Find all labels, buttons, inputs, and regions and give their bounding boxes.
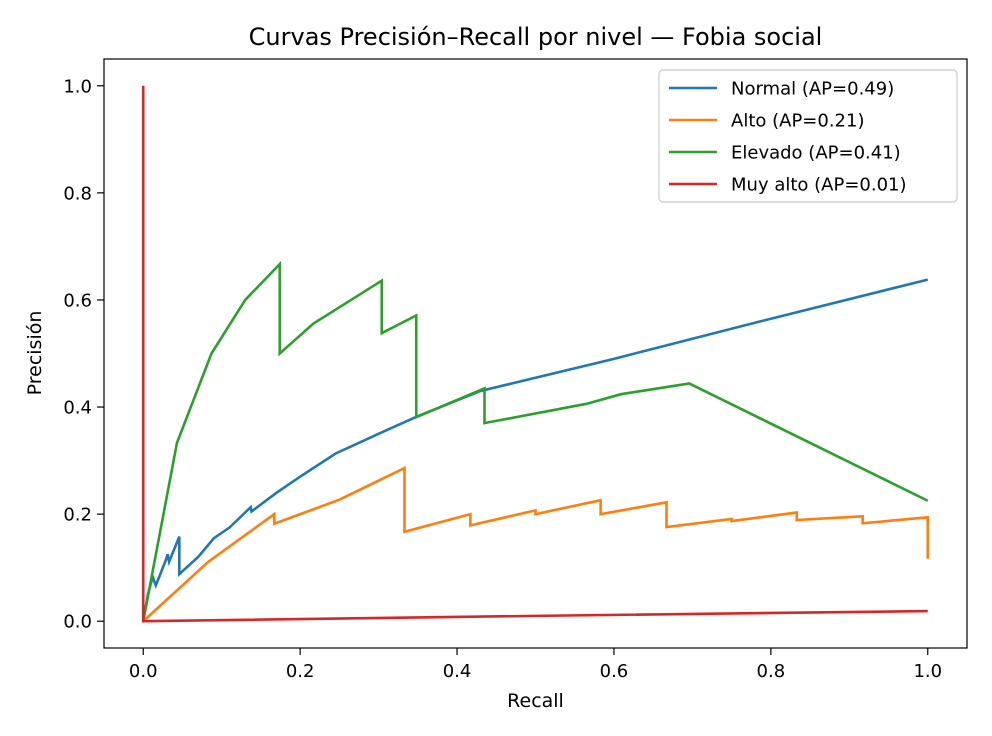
x-axis-ticks: 0.0 0.2 0.4 0.6 0.8 1.0 xyxy=(129,648,942,682)
y-tick-label: 0.4 xyxy=(63,398,92,419)
x-tick-label: 0.2 xyxy=(286,661,315,682)
x-tick-label: 1.0 xyxy=(913,661,942,682)
series-line-2 xyxy=(141,260,929,622)
legend-label-1: Alto (AP=0.21) xyxy=(731,111,864,132)
x-tick-label: 0.0 xyxy=(129,661,158,682)
legend: Normal (AP=0.49) Alto (AP=0.21) Elevado (A… xyxy=(658,69,958,203)
y-tick-label: 0.2 xyxy=(63,505,92,526)
legend-label-3: Muy alto (AP=0.01) xyxy=(731,175,907,196)
series-line-3 xyxy=(141,85,928,623)
y-axis-label: Precisión xyxy=(24,311,46,396)
x-axis-label: Recall xyxy=(507,690,564,712)
legend-box xyxy=(658,69,958,203)
y-tick-label: 0.6 xyxy=(63,290,92,311)
chart-title: Curvas Precisión–Recall por nivel — Fobi… xyxy=(249,23,823,51)
series-line-1 xyxy=(142,466,930,623)
x-tick-label: 0.6 xyxy=(600,661,629,682)
y-tick-label: 1.0 xyxy=(63,76,92,97)
x-tick-label: 0.8 xyxy=(757,661,786,682)
y-tick-label: 0.8 xyxy=(63,183,92,204)
x-tick-label: 0.4 xyxy=(443,661,472,682)
plot-frame xyxy=(103,58,968,649)
y-axis-ticks: 0.0 0.2 0.4 0.6 0.8 1.0 xyxy=(63,76,104,633)
series-layer xyxy=(141,85,930,623)
y-tick-label: 0.0 xyxy=(63,612,92,633)
legend-label-0: Normal (AP=0.49) xyxy=(731,79,894,100)
legend-label-2: Elevado (AP=0.41) xyxy=(731,143,901,164)
